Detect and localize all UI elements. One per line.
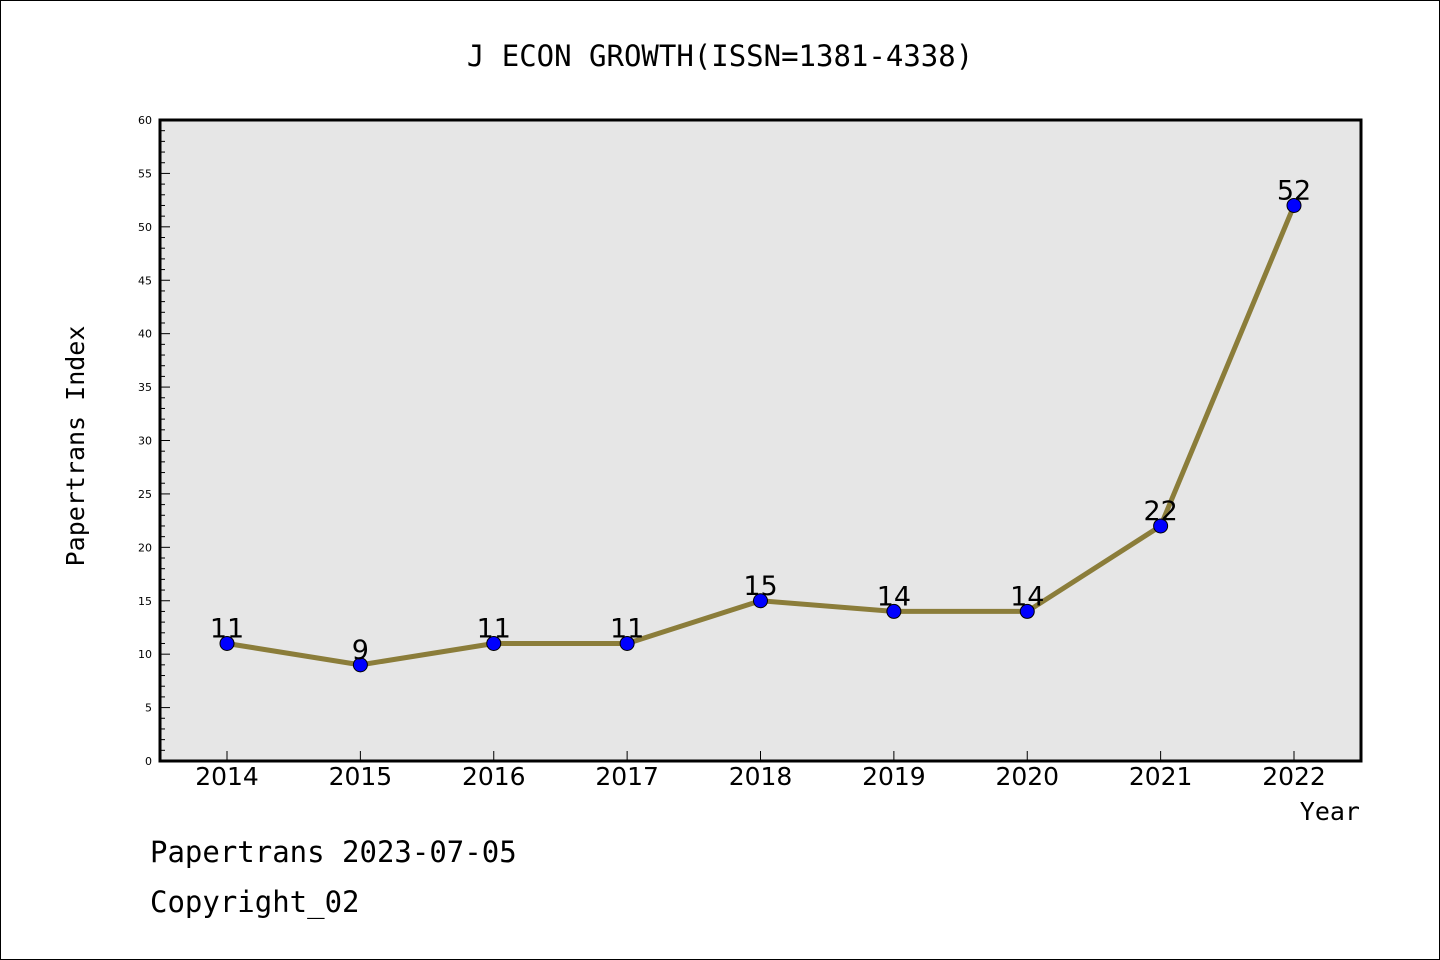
data-label: 9 [352, 635, 369, 666]
y-tick-label: 10 [138, 648, 152, 661]
plot-border [158, 118, 1363, 763]
data-label: 15 [743, 571, 777, 602]
data-point [486, 635, 502, 651]
footer-date: Papertrans 2023-07-05 [150, 835, 517, 869]
data-point [753, 593, 768, 609]
chart-title: J ECON GROWTH(ISSN=1381-4338) [467, 39, 973, 73]
x-tick-label: 2022 [1262, 762, 1326, 791]
y-tick-label: 5 [145, 702, 152, 715]
x-tick-label: 2019 [862, 762, 926, 791]
y-tick-label: 45 [138, 274, 152, 287]
y-tick-label: 55 [138, 167, 152, 180]
footer-copyright: Copyright_02 [150, 885, 360, 919]
data-label: 11 [610, 613, 644, 644]
x-tick-label: 2016 [462, 762, 526, 791]
data-label: 14 [1010, 581, 1044, 612]
y-tick-label: 35 [138, 381, 152, 394]
data-label: 52 [1277, 175, 1311, 206]
data-point [1153, 518, 1169, 534]
x-axis-labels: 2014 2015 2016 2017 2018 2019 2020 2021 2022 [195, 762, 1326, 791]
y-tick-label: 25 [138, 488, 152, 501]
plot-area [160, 120, 1361, 761]
data-point [886, 603, 902, 619]
data-label: 11 [477, 613, 511, 644]
data-point [619, 635, 635, 651]
x-tick-label: 2017 [595, 762, 659, 791]
x-axis-title: Year [1300, 797, 1360, 826]
x-tick-label: 2018 [729, 762, 793, 791]
y-axis-labels: 0 5 10 15 20 25 30 35 40 45 50 55 60 [138, 114, 152, 768]
y-tick-label: 50 [138, 221, 152, 234]
x-tick-label: 2015 [329, 762, 393, 791]
y-tick-label: 30 [138, 435, 152, 448]
x-tick-label: 2014 [195, 762, 259, 791]
y-tick-label: 60 [138, 114, 152, 127]
data-label: 14 [877, 581, 911, 612]
x-tick-label: 2020 [995, 762, 1059, 791]
x-tick-label: 2021 [1129, 762, 1193, 791]
data-point [352, 657, 368, 673]
data-point [219, 635, 235, 651]
data-point [1019, 603, 1035, 619]
y-tick-label: 40 [138, 328, 152, 341]
x-axis-ticks [226, 751, 1295, 761]
y-axis-title: Papertrans Index [61, 326, 90, 567]
data-markers [219, 197, 1302, 673]
data-label: 11 [210, 613, 244, 644]
y-tick-label: 0 [145, 755, 152, 768]
data-point [1286, 197, 1302, 213]
data-label: 22 [1143, 496, 1177, 527]
y-tick-label: 20 [138, 541, 152, 554]
data-labels: 11 9 11 11 15 14 14 22 52 [210, 175, 1311, 665]
y-tick-label: 15 [138, 595, 152, 608]
